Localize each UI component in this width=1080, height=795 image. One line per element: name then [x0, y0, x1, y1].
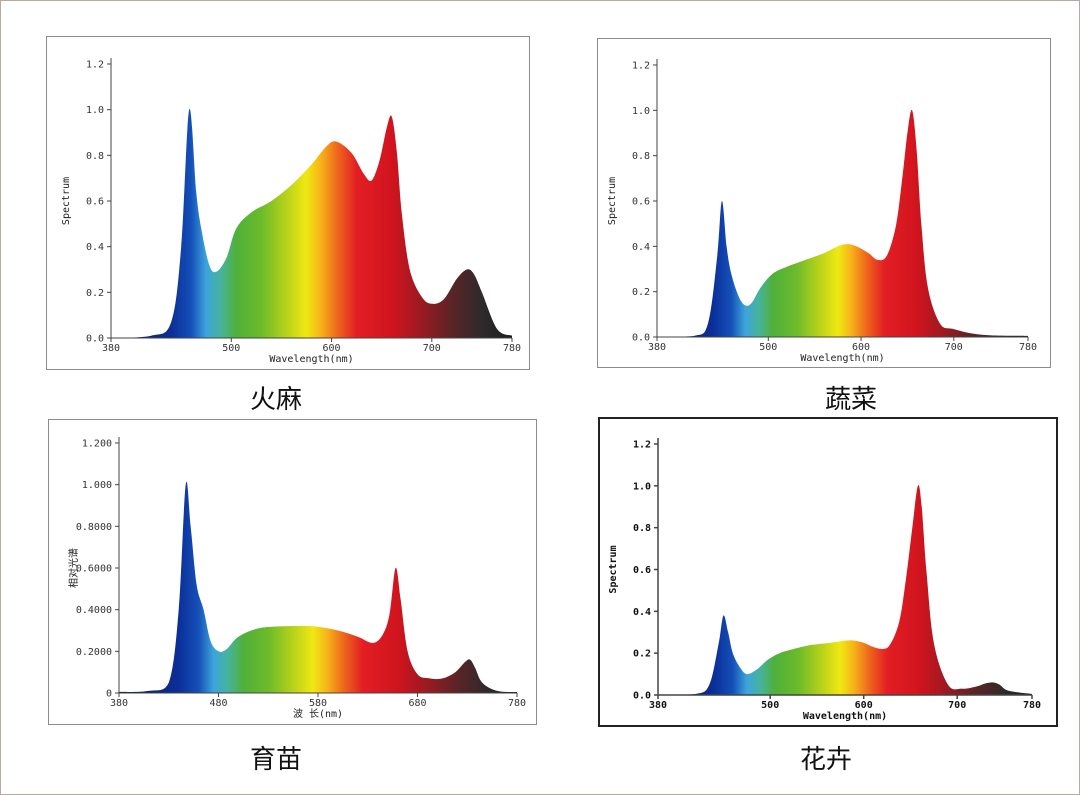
x-tick-label: 600: [323, 343, 341, 354]
x-tick-label: 780: [1023, 700, 1041, 711]
x-tick-label: 380: [102, 343, 120, 354]
y-tick-label: 0.4: [632, 242, 650, 253]
y-tick-label: 0.4: [633, 607, 651, 618]
x-tick-label: 600: [852, 342, 870, 353]
spectrum-chart-seedlings: 0 0.2000 0.4000 0.6000 0.8000 1.000 1.200 380 48…: [67, 437, 526, 720]
y-tick-label: 1.2: [632, 61, 650, 72]
y-tick-label: 0.8000: [76, 522, 112, 533]
y-tick-label: 0.8: [632, 151, 650, 162]
y-tick-label: 0.6: [632, 197, 650, 208]
spectrum-chart-flowers: 0.0 0.2 0.4 0.6 0.8 1.0 1.2 380 500 600 700 780 Wave…: [608, 438, 1041, 722]
y-axis-title: Spectrum: [608, 545, 619, 593]
y-tick-label: 1.0: [86, 105, 104, 116]
x-tick-label: 380: [648, 342, 666, 353]
chart-panel-seedlings: 0 0.2000 0.4000 0.6000 0.8000 1.000 1.200 380 48…: [48, 419, 537, 725]
x-tick-label: 780: [508, 698, 526, 709]
y-axis-title: Spectrum: [61, 177, 72, 225]
x-tick-label: 780: [1019, 342, 1037, 353]
y-axis-title: 相对光谱: [67, 548, 80, 588]
spectrum-area: [657, 109, 1028, 338]
x-axis-title: 波 长(nm): [293, 707, 343, 720]
y-tick-label: 0.8: [86, 151, 104, 162]
y-tick-label: 0.2000: [76, 647, 112, 658]
x-tick-label: 680: [408, 698, 426, 709]
x-tick-label: 700: [948, 700, 966, 711]
y-tick-label: 0.8: [633, 523, 651, 534]
caption-flowers: 花卉: [799, 745, 852, 775]
caption-vegetables: 蔬菜: [824, 385, 877, 415]
caption-seedlings: 育苗: [249, 745, 302, 775]
chart-panel-vegetables: 0.0 0.2 0.4 0.6 0.8 1.0 1.2 380 500 600 700 780 Wave…: [597, 38, 1051, 368]
y-tick-label: 0.0: [86, 334, 104, 345]
spectrum-area: [119, 481, 517, 693]
y-tick-label: 1.0: [633, 481, 651, 492]
spectrum-area: [658, 485, 1032, 695]
x-tick-label: 700: [945, 342, 963, 353]
x-tick-label: 700: [423, 343, 441, 354]
y-tick-label: 0.0: [632, 333, 650, 344]
y-tick-label: 0.2: [86, 288, 104, 299]
spectrum-area: [111, 108, 512, 338]
x-tick-label: 600: [855, 700, 873, 711]
x-tick-label: 580: [309, 698, 327, 709]
y-tick-label: 0.6: [633, 565, 651, 576]
x-axis-title: Wavelength(nm): [269, 354, 353, 365]
y-axis-title: Spectrum: [607, 177, 618, 225]
x-axis-title: Wavelength(nm): [803, 711, 887, 722]
y-tick-label: 1.2: [86, 60, 104, 71]
x-axis-title: Wavelength(nm): [800, 353, 884, 364]
y-tick-label: 0.4000: [76, 605, 112, 616]
x-tick-label: 380: [649, 700, 667, 711]
chart-panel-flowers: 0.0 0.2 0.4 0.6 0.8 1.0 1.2 380 500 600 700 780 Wave…: [598, 417, 1058, 727]
caption-hemp: 火麻: [249, 385, 302, 415]
x-tick-label: 780: [503, 343, 521, 354]
x-tick-label: 500: [759, 342, 777, 353]
y-tick-label: 1.2: [633, 440, 651, 451]
y-tick-label: 0.6000: [76, 564, 112, 575]
chart-panel-hemp: 0.0 0.2 0.4 0.6 0.8 1.0 1.2 380 500 600 700 780 Wave…: [46, 36, 530, 370]
x-tick-label: 480: [209, 698, 227, 709]
y-tick-label: 1.0: [632, 106, 650, 117]
x-tick-label: 500: [222, 343, 240, 354]
y-tick-label: 0.2: [632, 287, 650, 298]
x-tick-label: 500: [761, 700, 779, 711]
y-tick-label: 1.000: [82, 480, 112, 491]
y-tick-label: 0: [106, 689, 112, 700]
spectrum-chart-vegetables: 0.0 0.2 0.4 0.6 0.8 1.0 1.2 380 500 600 700 780 Wave…: [607, 59, 1037, 364]
y-tick-label: 1.200: [82, 439, 112, 450]
spectrum-chart-hemp: 0.0 0.2 0.4 0.6 0.8 1.0 1.2 380 500 600 700 780 Wave…: [61, 58, 521, 365]
y-tick-label: 0.2: [633, 649, 651, 660]
y-tick-label: 0.0: [633, 691, 651, 702]
x-tick-label: 380: [110, 698, 128, 709]
y-tick-label: 0.4: [86, 242, 104, 253]
y-tick-label: 0.6: [86, 197, 104, 208]
